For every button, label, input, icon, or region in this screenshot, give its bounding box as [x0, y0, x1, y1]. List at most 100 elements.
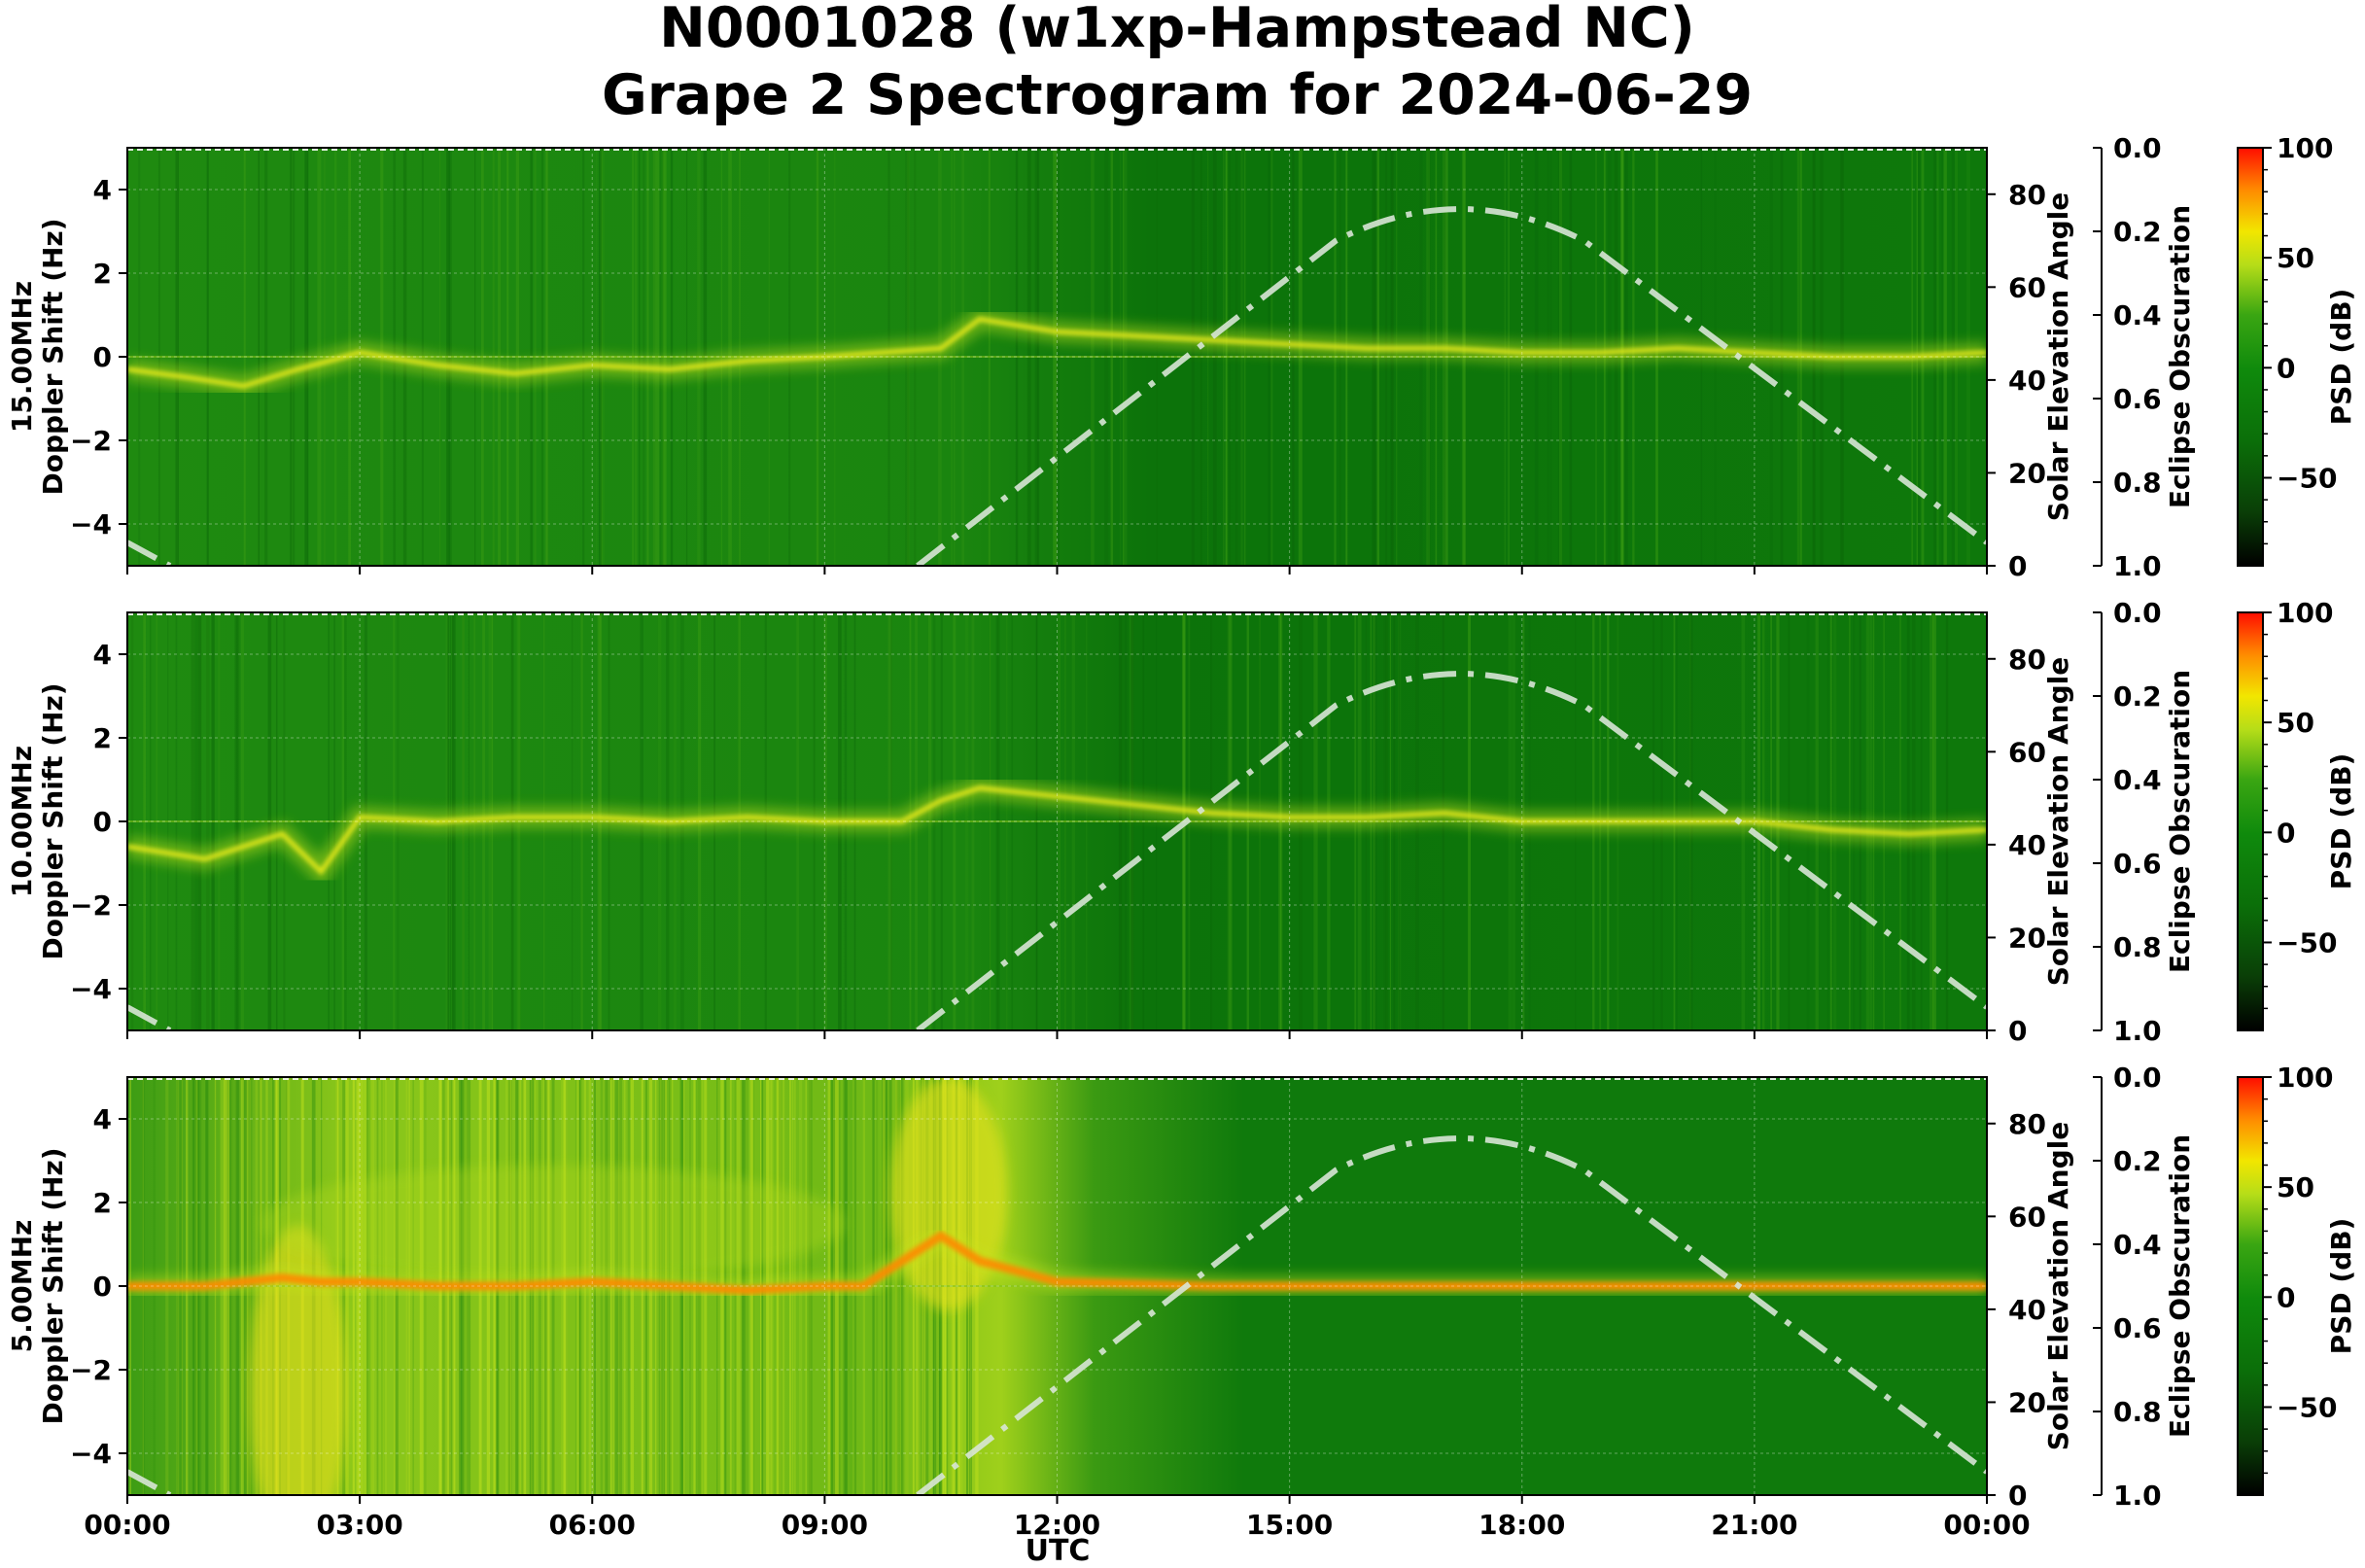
y-tick-label: −4: [70, 508, 112, 540]
x-tick-label: 03:00: [317, 1509, 403, 1541]
panel-15.00MHz: 420−2−415.00MHz Doppler Shift (Hz)8060402…: [6, 132, 2357, 582]
colorbar-label: PSD (dB): [2325, 753, 2357, 890]
y-tick-label: 0: [93, 806, 112, 838]
x-tick-label: 18:00: [1478, 1509, 1565, 1541]
colorbar-tick-label: 50: [2277, 1171, 2314, 1203]
frequency-label: 15.00MHz: [6, 281, 38, 433]
y-tick-label: −2: [70, 889, 112, 922]
eclipse-tick-label: 0.8: [2113, 931, 2162, 963]
colorbar-tick-label: 50: [2277, 242, 2314, 274]
chart-title: N0001028 (w1xp-Hampstead NC): [659, 0, 1695, 60]
elevation-tick-label: 20: [2008, 922, 2046, 954]
colorbar-tick-label: 0: [2277, 1281, 2295, 1313]
elevation-tick-label: 60: [2008, 271, 2046, 303]
colorbar-tick-label: −50: [2277, 1391, 2337, 1423]
elevation-axis-label: Solar Elevation Angle: [2042, 1122, 2074, 1450]
y-tick-label: 0: [93, 341, 112, 373]
eclipse-axis-label: Eclipse Obscuration: [2164, 1134, 2196, 1438]
x-tick-label: 00:00: [84, 1509, 170, 1541]
eclipse-tick-label: 0.2: [2113, 680, 2162, 713]
colorbar-tick-label: −50: [2277, 926, 2337, 958]
eclipse-tick-label: 0.2: [2113, 216, 2162, 248]
y-axis-label: Doppler Shift (Hz): [37, 218, 69, 495]
solar-elevation-line: [127, 206, 1987, 566]
solar-elevation-line: [127, 1135, 1987, 1495]
eclipse-tick-label: 0.0: [2113, 132, 2162, 164]
elevation-tick-label: 0: [2008, 1015, 2027, 1047]
doppler-trace: [127, 316, 1987, 389]
colorbar-tick-label: 50: [2277, 707, 2314, 739]
y-tick-label: 4: [93, 1103, 112, 1135]
panel-5.00MHz: 420−2−45.00MHz Doppler Shift (Hz)80604020…: [6, 1062, 2357, 1541]
y-tick-label: 4: [93, 639, 112, 671]
colorbar-tick-label: 0: [2277, 352, 2295, 384]
y-tick-label: −4: [70, 973, 112, 1005]
eclipse-tick-label: 1.0: [2113, 550, 2162, 582]
eclipse-tick-label: 1.0: [2113, 1015, 2162, 1047]
eclipse-tick-label: 0.4: [2113, 1229, 2162, 1261]
colorbar-tick-label: 100: [2277, 1062, 2333, 1094]
eclipse-tick-label: 0.2: [2113, 1145, 2162, 1177]
colorbar-label: PSD (dB): [2325, 1218, 2357, 1355]
noise-blob: [889, 1077, 1007, 1311]
x-axis-label: UTC: [1026, 1534, 1091, 1568]
colorbar-tick-label: −50: [2277, 462, 2337, 494]
y-tick-label: 2: [93, 258, 112, 290]
panel-10.00MHz: 420−2−410.00MHz Doppler Shift (Hz)8060402…: [6, 597, 2357, 1047]
eclipse-axis-label: Eclipse Obscuration: [2164, 205, 2196, 508]
x-tick-label: 06:00: [549, 1509, 636, 1541]
elevation-tick-label: 60: [2008, 1201, 2046, 1233]
x-tick-label: 00:00: [1943, 1509, 2030, 1541]
elevation-axis-label: Solar Elevation Angle: [2042, 657, 2074, 986]
eclipse-axis-label: Eclipse Obscuration: [2164, 670, 2196, 973]
elevation-axis-label: Solar Elevation Angle: [2042, 192, 2074, 521]
y-tick-label: 2: [93, 1187, 112, 1219]
eclipse-tick-label: 0.0: [2113, 597, 2162, 629]
frequency-label: 5.00MHz: [6, 1220, 38, 1353]
x-tick-label: 21:00: [1711, 1509, 1797, 1541]
x-tick-label: 09:00: [782, 1509, 868, 1541]
doppler-trace: [127, 1231, 1987, 1295]
colorbar: [2237, 611, 2264, 1031]
elevation-tick-label: 60: [2008, 736, 2046, 768]
chart-subtitle: Grape 2 Spectrogram for 2024-06-29: [602, 63, 1753, 127]
colorbar-label: PSD (dB): [2325, 289, 2357, 426]
eclipse-tick-label: 0.6: [2113, 848, 2162, 880]
colorbar-tick-label: 100: [2277, 132, 2333, 164]
eclipse-tick-label: 0.6: [2113, 383, 2162, 415]
frequency-label: 10.00MHz: [6, 746, 38, 897]
elevation-tick-label: 20: [2008, 457, 2046, 489]
solar-elevation-line: [127, 671, 1987, 1030]
doppler-trace: [127, 785, 1987, 876]
x-tick-label: 12:00: [1014, 1509, 1100, 1541]
elevation-tick-label: 40: [2008, 829, 2046, 861]
y-axis-label: Doppler Shift (Hz): [37, 682, 69, 959]
eclipse-tick-label: 0.8: [2113, 467, 2162, 499]
spectrogram-plot: [127, 148, 1987, 566]
elevation-tick-label: 80: [2008, 1108, 2046, 1140]
y-tick-label: 4: [93, 174, 112, 206]
colorbar: [2237, 1076, 2264, 1496]
spectrogram-plot: [127, 612, 1987, 1030]
elevation-tick-label: 0: [2008, 550, 2027, 582]
y-tick-label: −2: [70, 1354, 112, 1386]
elevation-tick-label: 80: [2008, 644, 2046, 676]
eclipse-tick-label: 1.0: [2113, 1480, 2162, 1512]
eclipse-tick-label: 0.4: [2113, 764, 2162, 796]
y-tick-label: −2: [70, 425, 112, 457]
y-tick-label: 2: [93, 722, 112, 754]
y-axis-label: Doppler Shift (Hz): [37, 1147, 69, 1424]
eclipse-tick-label: 0.6: [2113, 1312, 2162, 1344]
y-tick-label: 0: [93, 1271, 112, 1303]
colorbar-tick-label: 100: [2277, 597, 2333, 629]
noise-blob: [249, 1225, 347, 1495]
x-tick-label: 15:00: [1246, 1509, 1333, 1541]
elevation-tick-label: 80: [2008, 179, 2046, 211]
elevation-tick-label: 0: [2008, 1480, 2027, 1512]
spectrogram-plot: [127, 1077, 1987, 1495]
noise-blob: [261, 1165, 846, 1282]
y-tick-label: −4: [70, 1438, 112, 1470]
colorbar-tick-label: 0: [2277, 817, 2295, 849]
elevation-tick-label: 40: [2008, 365, 2046, 397]
